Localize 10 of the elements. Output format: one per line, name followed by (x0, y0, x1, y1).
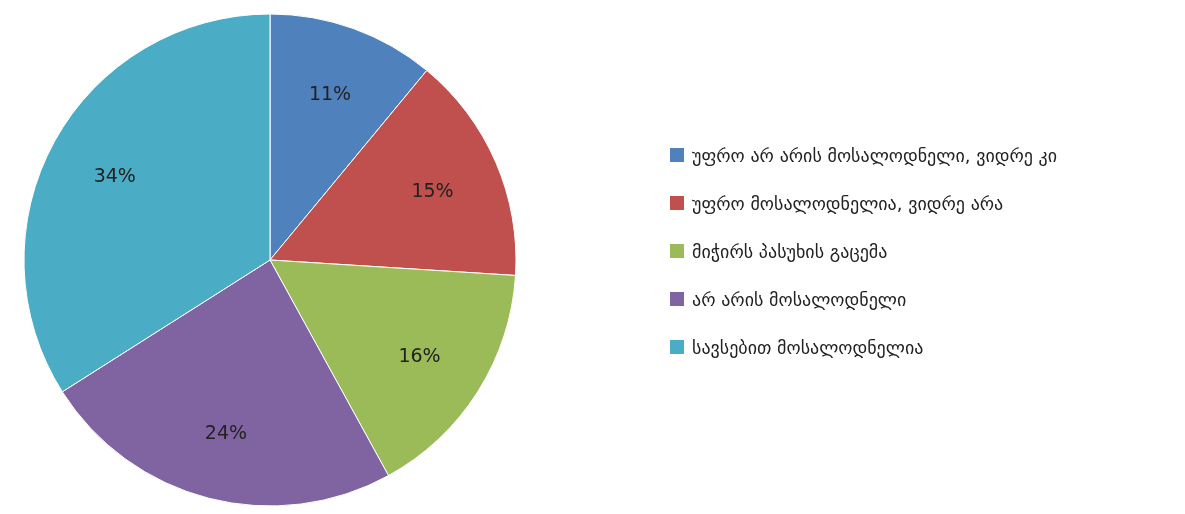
data-label: 15% (411, 178, 454, 201)
legend-label: არ არის მოსალოდნელი (692, 288, 907, 310)
legend-label: მიჭირს პასუხის გაცემა (692, 240, 888, 262)
data-label: 11% (308, 82, 352, 105)
legend-label: უფრო არ არის მოსალოდნელი, ვიდრე კი (692, 144, 1058, 166)
legend-label: სავსებით მოსალოდნელია (692, 336, 924, 358)
data-label: 34% (93, 163, 136, 186)
data-label: 24% (204, 420, 248, 443)
data-label: 16% (398, 343, 441, 366)
legend-label: უფრო მოსალოდნელია, ვიდრე არა (692, 192, 1004, 214)
